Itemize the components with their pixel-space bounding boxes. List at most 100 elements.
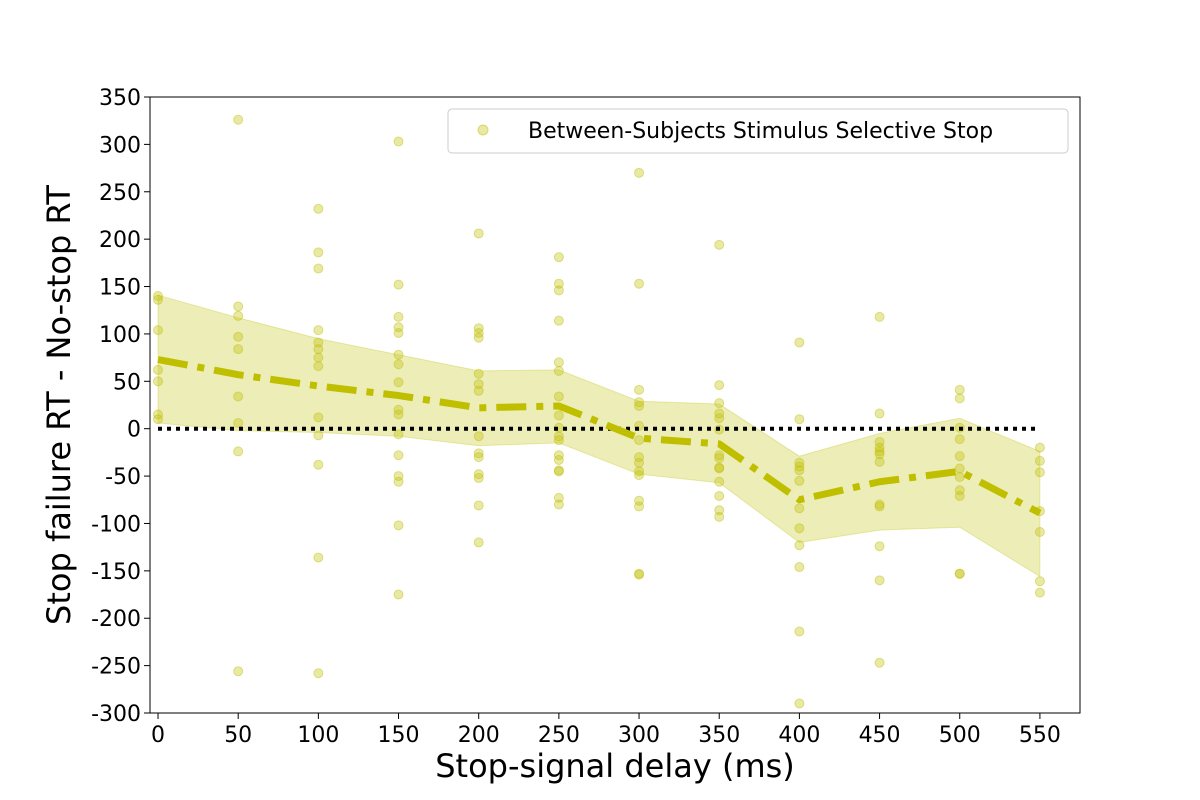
x-axis: 0 50 100 150 200 250 300 350 400 450 500 550 — [151, 713, 1061, 748]
scatter-point — [714, 408, 725, 419]
scatter-point — [794, 337, 805, 348]
scatter-point — [313, 668, 324, 679]
scatter-point — [393, 279, 404, 290]
scatter-point — [313, 247, 324, 258]
x-tick-label: 450 — [859, 723, 901, 748]
y-tick-label: -150 — [91, 560, 141, 585]
scatter-point — [874, 446, 885, 457]
scatter-point — [553, 391, 564, 402]
scatter-point — [473, 332, 484, 343]
scatter-point — [473, 500, 484, 511]
x-tick-label: 400 — [778, 723, 820, 748]
scatter-point — [313, 361, 324, 372]
legend-marker — [477, 124, 489, 136]
scatter-point — [954, 434, 965, 445]
scatter-point — [233, 418, 244, 429]
y-tick-label: 50 — [113, 370, 141, 395]
scatter-point — [634, 384, 645, 395]
scatter-point — [313, 430, 324, 441]
scatter-point — [634, 400, 645, 411]
plot-frame — [149, 96, 1081, 714]
y-tick-label: -250 — [91, 655, 141, 680]
mean-line-layer — [157, 356, 1042, 517]
scatter-point — [393, 450, 404, 461]
scatter-point — [393, 377, 404, 388]
scatter-point — [153, 414, 164, 425]
scatter-point — [473, 327, 484, 338]
scatter-point — [954, 485, 965, 496]
scatter-point — [553, 410, 564, 421]
x-tick-label: 200 — [458, 723, 500, 748]
scatter-point — [473, 452, 484, 463]
scatter-point — [313, 325, 324, 336]
scatter-point — [393, 429, 404, 440]
y-tick-label: 100 — [99, 323, 141, 348]
y-axis: -300 -250 -200 -150 -100 -50 0 50 100 150 200 250 30… — [91, 86, 150, 727]
scatter-point — [954, 472, 965, 483]
scatter-point — [473, 379, 484, 390]
scatter-point — [794, 475, 805, 486]
y-tick-label: -50 — [105, 465, 141, 490]
scatter-point — [634, 397, 645, 408]
x-tick-label: 550 — [1019, 723, 1061, 748]
scatter-point — [874, 499, 885, 510]
scatter-point — [233, 331, 244, 342]
scatter-point — [473, 469, 484, 480]
scatter-point — [634, 466, 645, 477]
scatter-point — [714, 490, 725, 501]
legend: Between-Subjects Stimulus Selective Stop — [447, 108, 1069, 154]
scatter-point — [553, 285, 564, 296]
scatter-point — [153, 291, 164, 302]
scatter-point — [313, 552, 324, 563]
scatter-points-layer — [153, 114, 1045, 709]
legend-label: Between-Subjects Stimulus Selective Stop — [528, 119, 993, 144]
x-tick-label: 150 — [378, 723, 420, 748]
scatter-point — [1034, 442, 1045, 453]
scatter-point — [473, 228, 484, 239]
scatter-point — [313, 337, 324, 348]
scatter-point — [393, 409, 404, 420]
scatter-point — [954, 463, 965, 474]
scatter-point — [553, 465, 564, 476]
scatter-point — [714, 450, 725, 461]
scatter-point — [874, 657, 885, 668]
scatter-point — [473, 472, 484, 483]
scatter-point — [1034, 587, 1045, 598]
scatter-point — [393, 136, 404, 147]
scatter-point — [233, 301, 244, 312]
scatter-point — [874, 456, 885, 467]
scatter-point — [553, 431, 564, 442]
scatter-point — [1034, 455, 1045, 466]
scatter-point — [393, 589, 404, 600]
scatter-point — [473, 323, 484, 334]
scatter-point — [794, 562, 805, 573]
y-tick-label: 350 — [99, 86, 141, 111]
scatter-point — [954, 568, 965, 579]
scatter-point — [794, 465, 805, 476]
scatter-point — [553, 499, 564, 510]
scatter-point — [553, 365, 564, 376]
scatter-point — [794, 540, 805, 551]
scatter-point — [473, 537, 484, 548]
scatter-point — [794, 523, 805, 534]
scatter-point — [634, 278, 645, 289]
scatter-point — [473, 431, 484, 442]
scatter-point — [153, 376, 164, 387]
scatter-point — [874, 449, 885, 460]
scatter-point — [634, 568, 645, 579]
scatter-point — [874, 408, 885, 419]
scatter-point — [553, 435, 564, 446]
scatter-point — [874, 442, 885, 453]
y-tick-label: 150 — [99, 276, 141, 301]
legend-box — [447, 108, 1069, 154]
scatter-point — [313, 344, 324, 355]
scatter-point — [233, 666, 244, 677]
scatter-point — [874, 311, 885, 322]
scatter-point — [553, 454, 564, 465]
scatter-point — [393, 471, 404, 482]
scatter-point — [634, 569, 645, 580]
scatter-point — [714, 463, 725, 474]
scatter-point — [473, 385, 484, 396]
x-tick-label: 300 — [618, 723, 660, 748]
scatter-point — [714, 239, 725, 250]
